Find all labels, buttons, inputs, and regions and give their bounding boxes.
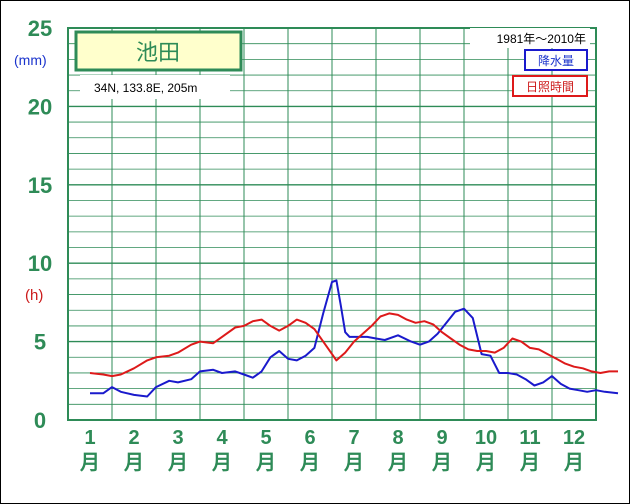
month-number-label: 9 — [436, 427, 447, 449]
month-suffix-label: 月 — [343, 452, 364, 474]
station-box — [74, 30, 243, 72]
month-number-label: 10 — [475, 427, 497, 449]
coords-box — [80, 75, 230, 99]
legend-precip: 降水量 — [538, 54, 574, 68]
y-tick-label: 25 — [28, 16, 52, 41]
legend-sunshine: 日照時間 — [526, 80, 574, 94]
month-suffix-label: 月 — [255, 452, 276, 474]
y-tick-label: 5 — [34, 330, 46, 355]
month-suffix-label: 月 — [431, 452, 452, 474]
station-name: 池田 — [136, 41, 180, 66]
y-tick-label: 20 — [28, 94, 52, 119]
month-number-label: 12 — [563, 427, 585, 449]
y-tick-label: 15 — [28, 173, 52, 198]
y-tick-label: 10 — [28, 251, 52, 276]
month-number-label: 3 — [172, 427, 183, 449]
month-suffix-label: 月 — [519, 452, 540, 474]
sunshine-unit-label: (h) — [25, 287, 43, 304]
month-suffix-label: 月 — [211, 452, 232, 474]
month-number-label: 6 — [304, 427, 315, 449]
month-suffix-label: 月 — [475, 452, 496, 474]
month-number-label: 1 — [84, 427, 95, 449]
month-suffix-label: 月 — [167, 452, 188, 474]
sunshine-line — [89, 312, 618, 378]
month-number-label: 2 — [128, 427, 139, 449]
legend-sunshine-box — [512, 75, 588, 97]
precipitation-line — [90, 279, 619, 398]
month-suffix-label: 月 — [563, 452, 584, 474]
month-number-label: 5 — [260, 427, 271, 449]
month-number-label: 7 — [348, 427, 359, 449]
month-suffix-label: 月 — [387, 452, 408, 474]
y-tick-label: 0 — [34, 408, 46, 433]
month-number-label: 8 — [392, 427, 403, 449]
precip-unit-label: (mm) — [14, 52, 47, 68]
period-box — [470, 28, 590, 48]
month-number-label: 4 — [216, 427, 228, 449]
series-lines — [89, 279, 619, 398]
period-label: 1981年〜2010年 — [497, 32, 586, 46]
station-coords: 34N, 133.8E, 205m — [94, 81, 197, 95]
axis-labels: 0 5 10 15 20 25 1 月 2 月 3 月 4 月 5 月 6 月 7 月 8 月 9 月 10 月 11 月 12 月 — [28, 16, 585, 474]
legend-precip-box — [524, 49, 588, 71]
month-suffix-label: 月 — [123, 452, 144, 474]
month-number-label: 11 — [519, 427, 540, 449]
month-suffix-label: 月 — [79, 452, 100, 474]
month-suffix-label: 月 — [299, 452, 320, 474]
